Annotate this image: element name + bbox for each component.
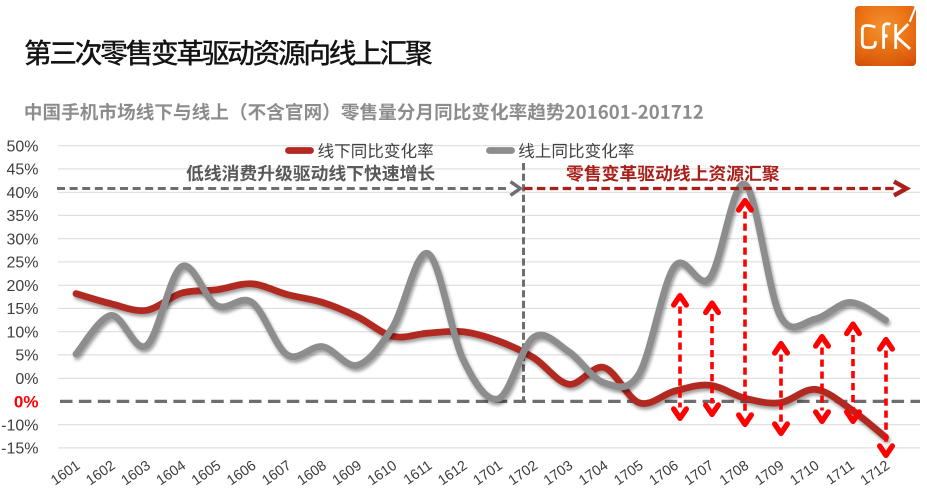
svg-text:30%: 30% (6, 231, 38, 248)
svg-text:0%: 0% (14, 392, 39, 411)
svg-text:25%: 25% (6, 255, 38, 272)
svg-text:20%: 20% (6, 278, 38, 295)
svg-text:0%: 0% (15, 371, 38, 388)
svg-text:15%: 15% (6, 301, 38, 318)
svg-text:45%: 45% (6, 162, 38, 179)
svg-text:-15%: -15% (1, 441, 38, 458)
svg-text:35%: 35% (6, 208, 38, 225)
svg-text:40%: 40% (6, 185, 38, 202)
svg-text:5%: 5% (15, 348, 38, 365)
svg-text:-10%: -10% (1, 417, 38, 434)
svg-text:50%: 50% (6, 138, 38, 155)
svg-text:10%: 10% (6, 324, 38, 341)
